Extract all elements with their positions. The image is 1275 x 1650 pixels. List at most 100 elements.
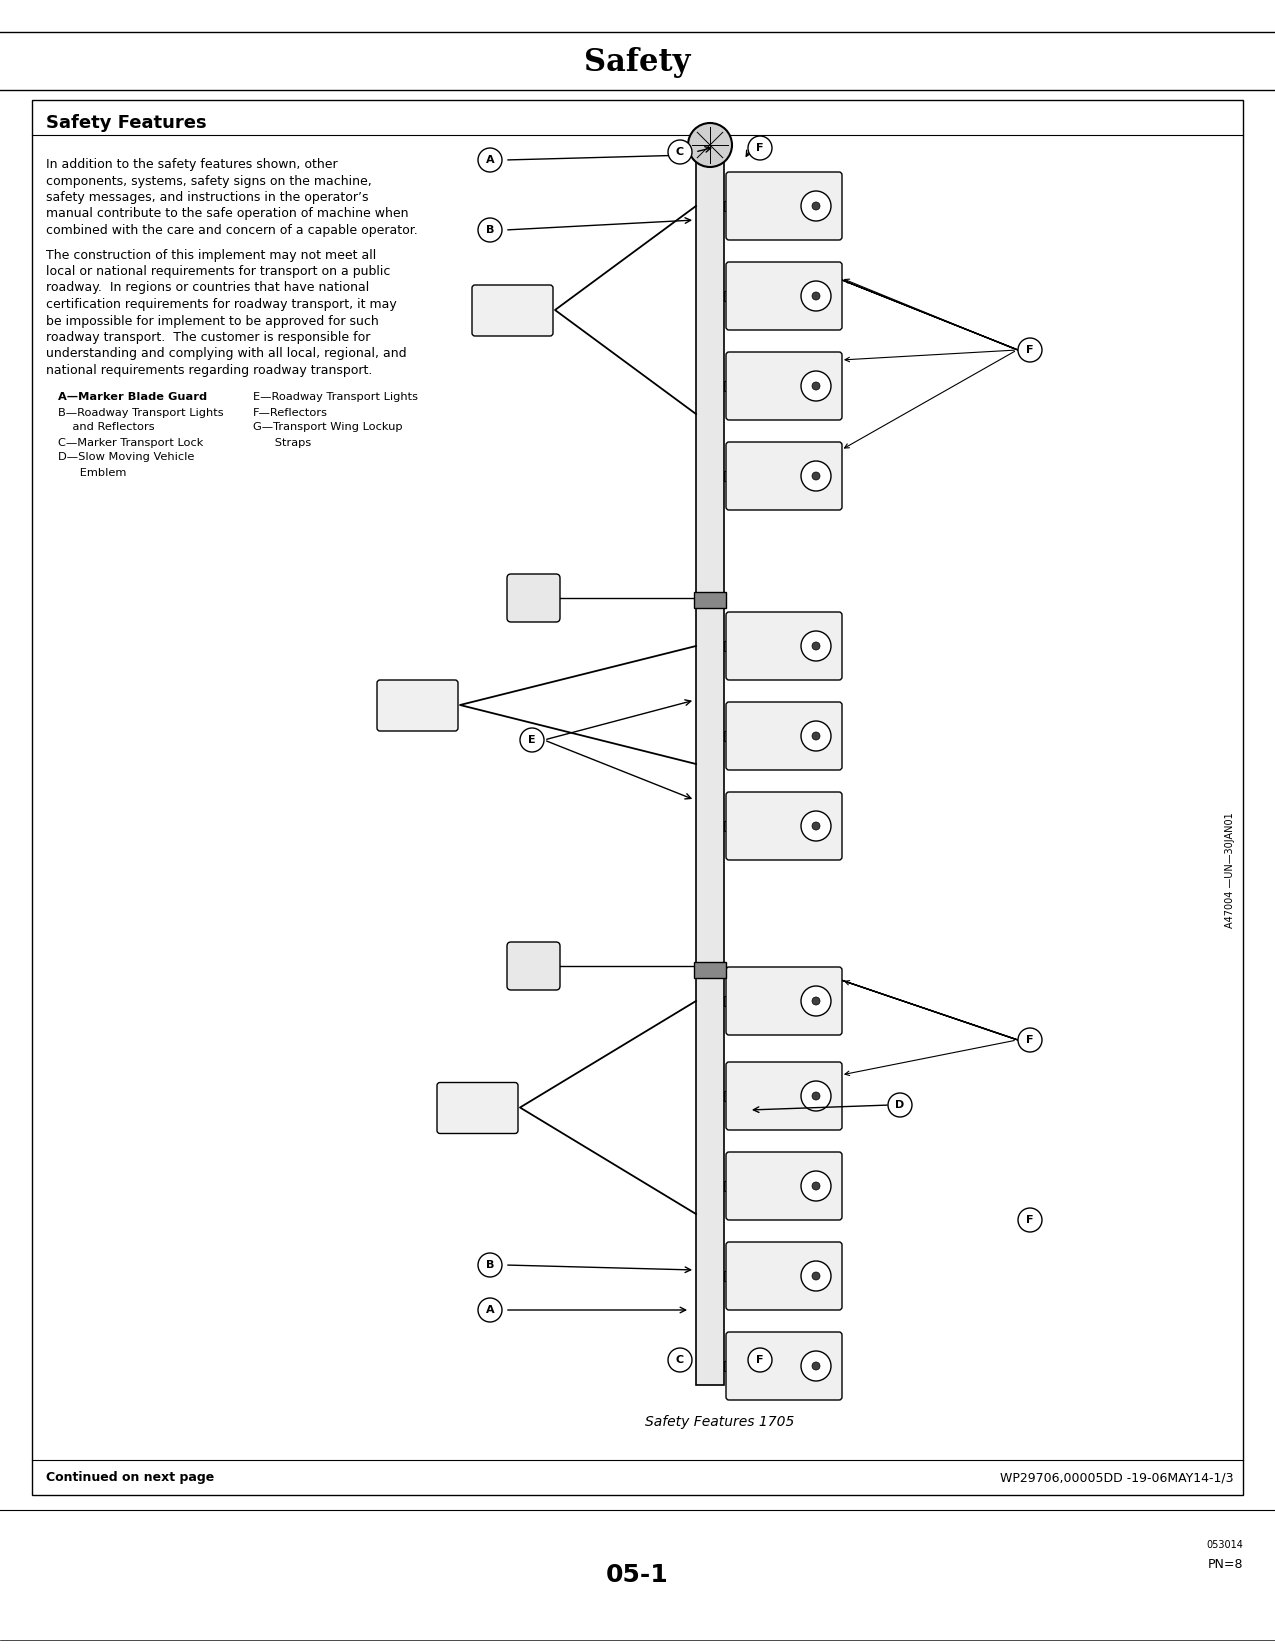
Bar [724, 201, 729, 211]
Text: Safety: Safety [584, 48, 690, 79]
Bar [724, 470, 729, 482]
Text: 05-1: 05-1 [606, 1563, 668, 1587]
Bar [724, 1091, 729, 1101]
Text: components, systems, safety signs on the machine,: components, systems, safety signs on the… [46, 175, 372, 188]
FancyBboxPatch shape [507, 574, 560, 622]
Text: safety messages, and instructions in the operator’s: safety messages, and instructions in the… [46, 191, 368, 205]
Text: F: F [756, 144, 764, 153]
FancyBboxPatch shape [725, 967, 842, 1035]
Text: A: A [486, 1305, 495, 1315]
Circle shape [801, 1172, 831, 1201]
Bar [724, 1181, 729, 1191]
Circle shape [1017, 1208, 1042, 1233]
Circle shape [668, 1348, 692, 1373]
Text: B: B [486, 1261, 495, 1270]
Text: C: C [676, 1355, 685, 1365]
FancyBboxPatch shape [377, 680, 458, 731]
FancyBboxPatch shape [725, 612, 842, 680]
Text: roadway transport.  The customer is responsible for: roadway transport. The customer is respo… [46, 332, 370, 343]
Circle shape [801, 191, 831, 221]
FancyBboxPatch shape [437, 1082, 518, 1134]
Text: A: A [486, 155, 495, 165]
Bar [696, 135, 724, 1384]
Text: A47004 —UN—30JAN01: A47004 —UN—30JAN01 [1225, 812, 1235, 927]
Circle shape [812, 1092, 820, 1101]
Bar [724, 640, 729, 652]
Circle shape [801, 371, 831, 401]
FancyBboxPatch shape [725, 442, 842, 510]
Text: E: E [528, 734, 536, 746]
FancyBboxPatch shape [507, 942, 560, 990]
Text: combined with the care and concern of a capable operator.: combined with the care and concern of a … [46, 224, 418, 238]
Circle shape [812, 472, 820, 480]
Circle shape [812, 1272, 820, 1280]
FancyBboxPatch shape [725, 351, 842, 421]
Bar [724, 1270, 729, 1280]
Circle shape [812, 383, 820, 389]
Bar [694, 962, 725, 978]
FancyBboxPatch shape [725, 1242, 842, 1310]
FancyBboxPatch shape [725, 792, 842, 860]
Text: In addition to the safety features shown, other: In addition to the safety features shown… [46, 158, 338, 172]
Text: WP29706,00005DD -19-06MAY14-1/3: WP29706,00005DD -19-06MAY14-1/3 [1000, 1472, 1233, 1485]
FancyBboxPatch shape [725, 1152, 842, 1219]
Circle shape [801, 1261, 831, 1290]
Text: certification requirements for roadway transport, it may: certification requirements for roadway t… [46, 299, 397, 310]
Circle shape [812, 997, 820, 1005]
FancyBboxPatch shape [725, 701, 842, 771]
Bar [32, 101, 1243, 1495]
Circle shape [1017, 1028, 1042, 1053]
FancyBboxPatch shape [725, 172, 842, 239]
Text: B—Roadway Transport Lights: B—Roadway Transport Lights [57, 408, 223, 417]
FancyBboxPatch shape [472, 285, 553, 337]
Text: Emblem: Emblem [57, 467, 126, 477]
Text: F—Reflectors: F—Reflectors [252, 408, 328, 417]
Bar [724, 997, 729, 1006]
Text: and Reflectors: and Reflectors [57, 422, 154, 432]
Text: Safety Features 1705: Safety Features 1705 [645, 1416, 794, 1429]
Circle shape [887, 1092, 912, 1117]
Circle shape [801, 1351, 831, 1381]
Text: E—Roadway Transport Lights: E—Roadway Transport Lights [252, 393, 418, 403]
Circle shape [801, 630, 831, 662]
Text: manual contribute to the safe operation of machine when: manual contribute to the safe operation … [46, 208, 408, 221]
Text: D—Slow Moving Vehicle: D—Slow Moving Vehicle [57, 452, 194, 462]
Circle shape [812, 1181, 820, 1190]
Text: B: B [486, 224, 495, 234]
Circle shape [520, 728, 544, 752]
Circle shape [748, 1348, 771, 1373]
FancyBboxPatch shape [725, 1332, 842, 1399]
Circle shape [812, 201, 820, 210]
Text: roadway.  In regions or countries that have national: roadway. In regions or countries that ha… [46, 282, 370, 294]
Text: F: F [1026, 1035, 1034, 1044]
Circle shape [801, 987, 831, 1016]
Circle shape [1017, 338, 1042, 361]
Circle shape [812, 292, 820, 300]
Circle shape [801, 280, 831, 310]
Circle shape [478, 148, 502, 172]
Circle shape [478, 218, 502, 243]
Circle shape [812, 822, 820, 830]
Circle shape [478, 1299, 502, 1322]
Circle shape [801, 1081, 831, 1110]
Circle shape [801, 812, 831, 842]
Circle shape [478, 1252, 502, 1277]
Circle shape [688, 124, 732, 167]
Circle shape [812, 1361, 820, 1370]
Text: F: F [1026, 345, 1034, 355]
Text: national requirements regarding roadway transport.: national requirements regarding roadway … [46, 365, 372, 376]
Text: Straps: Straps [252, 437, 311, 447]
Bar [724, 1361, 729, 1371]
Text: PN=8: PN=8 [1207, 1559, 1243, 1571]
Text: Safety Features: Safety Features [46, 114, 207, 132]
Circle shape [812, 733, 820, 739]
Text: D: D [895, 1101, 905, 1110]
Text: Continued on next page: Continued on next page [46, 1472, 214, 1485]
Text: The construction of this implement may not meet all: The construction of this implement may n… [46, 249, 376, 261]
Text: G—Transport Wing Lockup: G—Transport Wing Lockup [252, 422, 403, 432]
Circle shape [812, 642, 820, 650]
Text: F: F [756, 1355, 764, 1365]
Text: local or national requirements for transport on a public: local or national requirements for trans… [46, 266, 390, 277]
FancyBboxPatch shape [725, 1063, 842, 1130]
FancyBboxPatch shape [725, 262, 842, 330]
